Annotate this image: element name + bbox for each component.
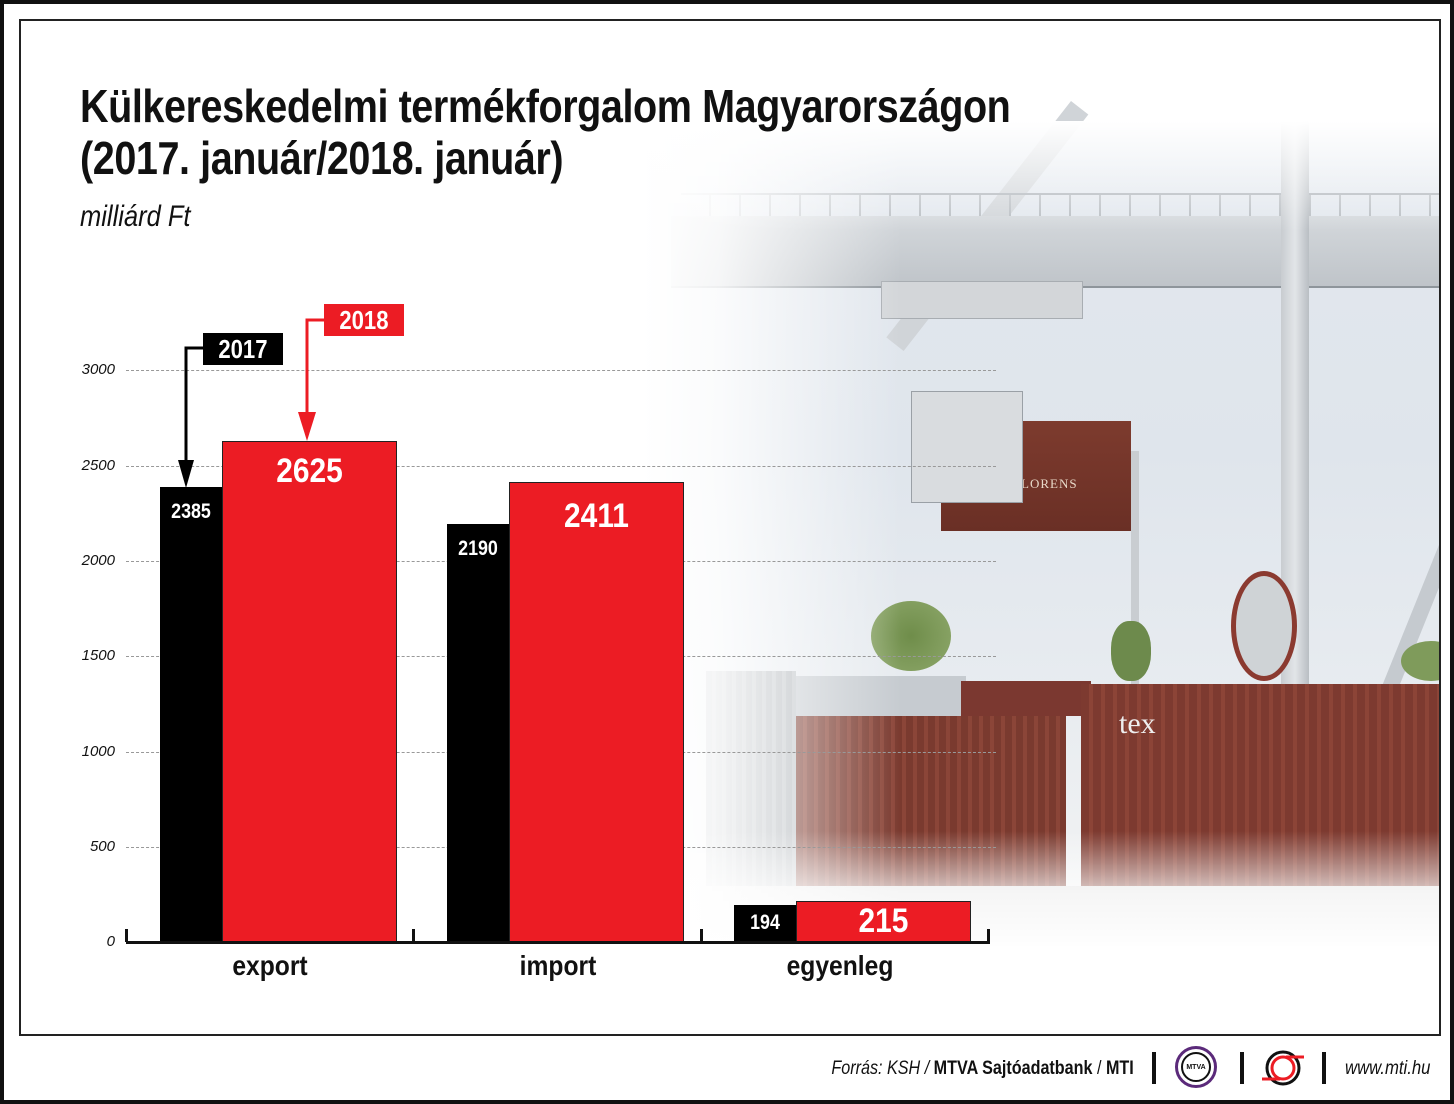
y-tick-label: 2500 <box>81 457 115 474</box>
background-photo-crane-containers: LORENS tex <box>641 101 1439 951</box>
bar-export-2018: 2625 <box>222 441 397 942</box>
separator <box>1322 1052 1326 1084</box>
y-tick-label: 2000 <box>81 552 115 569</box>
bar-import-2017: 2190 <box>447 524 509 942</box>
gridline-2500 <box>126 466 996 467</box>
x-axis <box>126 941 990 944</box>
y-tick-label: 500 <box>89 838 115 855</box>
crane-cab <box>911 391 1023 503</box>
cable-reel <box>1231 571 1297 681</box>
bar-import-2018: 2411 <box>509 482 684 942</box>
separator <box>1152 1052 1156 1084</box>
y-tick-label: 1500 <box>81 647 115 664</box>
unit-label: milliárd Ft <box>80 200 191 233</box>
arrow-2017-icon <box>178 346 204 488</box>
x-axis-tick <box>987 929 990 942</box>
y-tick-label: 1000 <box>81 743 115 760</box>
mti-logo-icon <box>1262 1050 1304 1086</box>
website-link[interactable]: www.mti.hu <box>1345 1058 1431 1079</box>
category-label-export: export <box>232 950 308 981</box>
y-tick-label: 3000 <box>81 361 115 378</box>
source-credit: Forrás: KSH / MTVA Sajtóadatbank / MTI <box>831 1058 1134 1079</box>
bar-export-2017: 2385 <box>160 487 222 942</box>
chart-title: Külkereskedelmi termékforgalom Magyarors… <box>80 80 1011 184</box>
bar-balance-2017: 194 <box>734 905 796 942</box>
footer: Forrás: KSH / MTVA Sajtóadatbank / MTI M… <box>0 1046 1454 1088</box>
x-axis-tick <box>700 929 703 942</box>
mtva-logo-icon: MTVA <box>1175 1046 1217 1088</box>
x-axis-tick <box>125 929 128 942</box>
legend-2018: 2018 <box>324 304 404 336</box>
y-tick-label: 0 <box>106 933 115 950</box>
arrow-2018-icon <box>298 318 325 441</box>
category-label-import: import <box>519 950 597 981</box>
separator <box>1240 1052 1244 1084</box>
gridline-3000 <box>126 370 996 371</box>
legend-2017: 2017 <box>203 333 283 365</box>
x-axis-tick <box>412 929 415 942</box>
category-label-balance: egyenleg <box>786 950 894 981</box>
